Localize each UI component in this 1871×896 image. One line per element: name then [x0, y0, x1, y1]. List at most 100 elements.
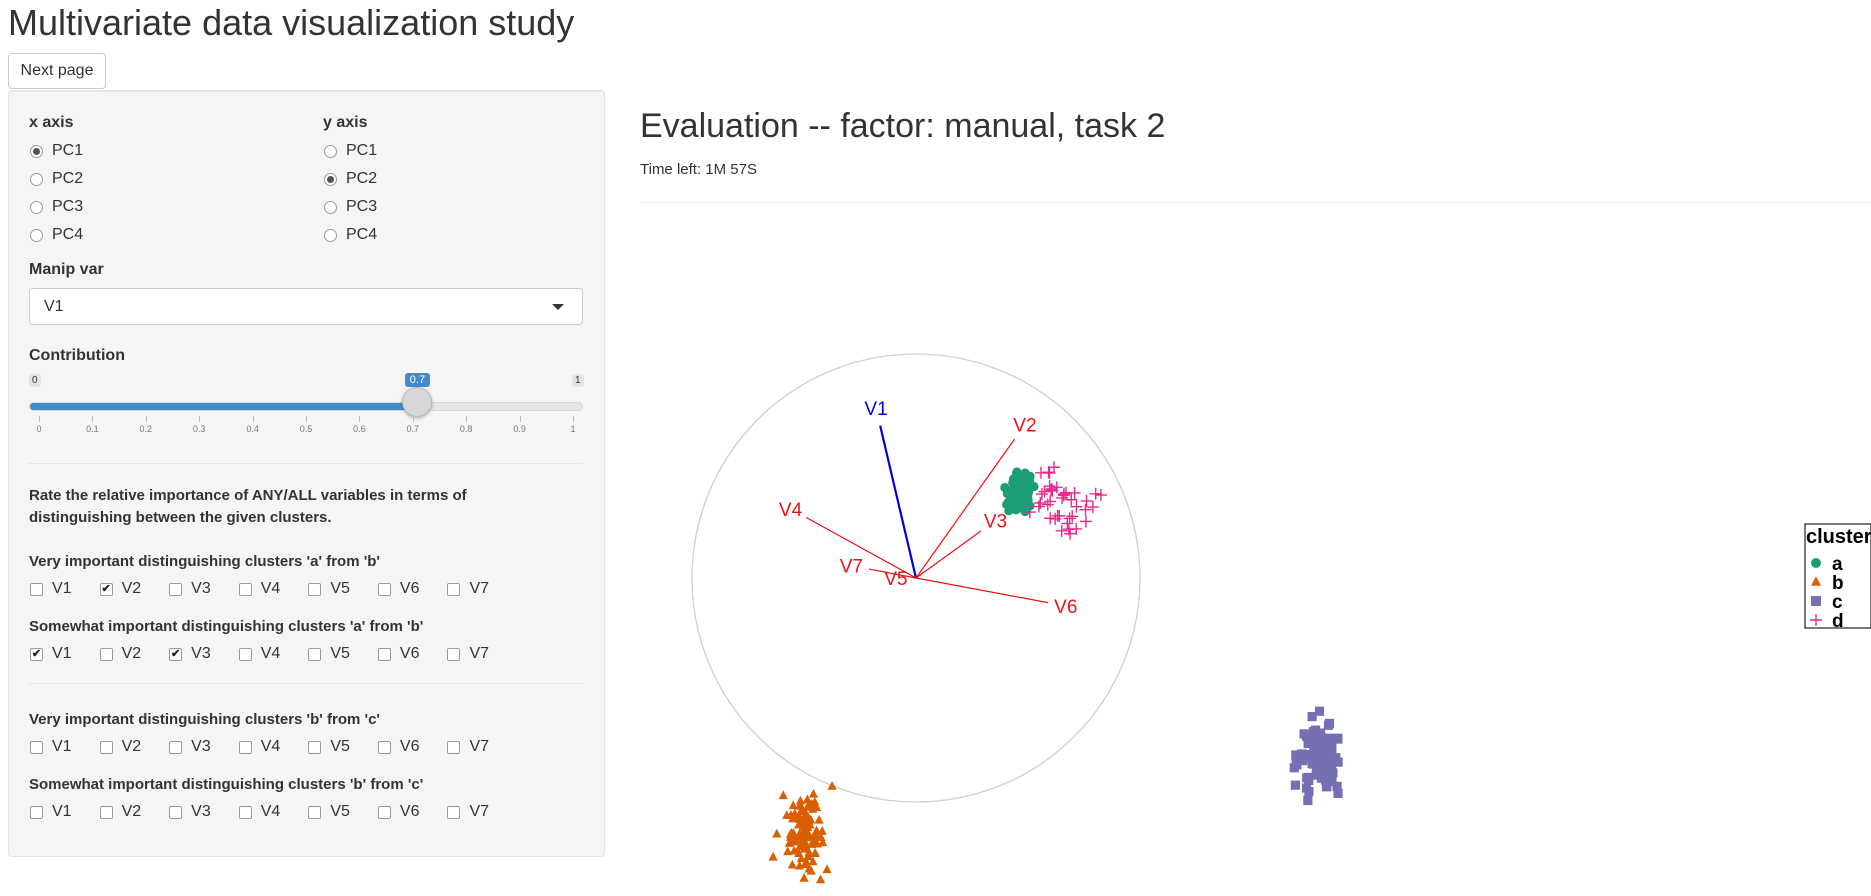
- x-axis-option-pc3[interactable]: PC3: [30, 198, 83, 216]
- checkbox-v1[interactable]: V1: [30, 803, 72, 821]
- checkbox-label: V7: [469, 738, 490, 755]
- checkbox-v3[interactable]: V3: [169, 580, 211, 598]
- slider-tick-label: 0.4: [246, 424, 259, 434]
- point-cluster-a: [1020, 468, 1030, 478]
- radio-label: PC1: [52, 142, 84, 159]
- checkbox-label: V5: [330, 580, 350, 597]
- radio-button[interactable]: [324, 144, 337, 158]
- checkbox-v6[interactable]: V6: [377, 803, 419, 821]
- point-cluster-b: [783, 846, 793, 856]
- checkbox-v2[interactable]: V2: [99, 803, 141, 821]
- checkbox[interactable]: [447, 805, 461, 819]
- checkbox-v2[interactable]: V2: [99, 645, 141, 663]
- contribution-slider-handle[interactable]: [401, 387, 432, 417]
- legend-marker-a: [1811, 558, 1821, 568]
- x-axis-option-pc1[interactable]: PC1: [30, 142, 83, 160]
- point-cluster-b: [800, 836, 810, 846]
- manip-var-select[interactable]: V1: [29, 288, 583, 325]
- checkbox[interactable]: [447, 582, 461, 596]
- point-cluster-c: [1308, 754, 1318, 764]
- x-axis-option-pc2[interactable]: PC2: [30, 170, 83, 188]
- checkbox[interactable]: [377, 647, 391, 661]
- manip-var-label: Manip var: [29, 261, 104, 278]
- checkbox[interactable]: [238, 647, 252, 661]
- checkbox[interactable]: ✔: [30, 647, 43, 661]
- checkbox-v4[interactable]: V4: [238, 738, 280, 756]
- point-cluster-d: [1023, 506, 1036, 519]
- point-cluster-d: [1034, 497, 1047, 509]
- checkbox[interactable]: [99, 805, 113, 819]
- x-axis-option-pc4[interactable]: PC4: [30, 226, 83, 244]
- checkbox-label: V3: [191, 580, 211, 597]
- checkbox-v7[interactable]: V7: [447, 580, 489, 598]
- checkbox[interactable]: [308, 647, 322, 661]
- checkbox-v1[interactable]: ✔ V1: [30, 645, 72, 663]
- checkbox[interactable]: [99, 740, 113, 754]
- y-axis-option-pc1[interactable]: PC1: [324, 142, 377, 160]
- checkbox-v1[interactable]: V1: [30, 580, 72, 598]
- radio-button[interactable]: [324, 200, 337, 214]
- checkbox[interactable]: [377, 582, 391, 596]
- checkbox[interactable]: [447, 740, 461, 754]
- legend-box: [1804, 523, 1871, 629]
- radio-button[interactable]: [30, 144, 43, 158]
- group-label: Very important distinguishing clusters '…: [29, 553, 380, 570]
- next-page-button[interactable]: Next page: [8, 53, 106, 89]
- y-axis-option-pc2[interactable]: PC2: [324, 170, 377, 188]
- radio-label: PC3: [52, 198, 84, 215]
- checkbox[interactable]: [169, 740, 183, 754]
- checkbox-v6[interactable]: V6: [377, 738, 419, 756]
- checkbox-v1[interactable]: V1: [30, 738, 72, 756]
- y-axis-option-pc4[interactable]: PC4: [324, 226, 377, 244]
- checkbox-v5[interactable]: V5: [308, 738, 350, 756]
- checkbox[interactable]: [99, 647, 113, 661]
- checkbox-v4[interactable]: V4: [238, 580, 280, 598]
- checkbox[interactable]: [308, 805, 322, 819]
- checkbox-v6[interactable]: V6: [377, 580, 419, 598]
- checkbox[interactable]: [377, 740, 391, 754]
- point-cluster-d: [1042, 466, 1055, 479]
- radio-button[interactable]: [30, 200, 43, 214]
- legend-entry-label: b: [1832, 573, 1844, 594]
- checkbox[interactable]: [30, 582, 43, 596]
- checkbox-v5[interactable]: V5: [308, 645, 350, 663]
- checkbox[interactable]: [238, 582, 252, 596]
- checkbox-v6[interactable]: V6: [377, 645, 419, 663]
- y-axis-option-pc3[interactable]: PC3: [324, 198, 377, 216]
- radio-button[interactable]: [30, 172, 43, 186]
- radio-button[interactable]: [30, 228, 43, 242]
- checkbox-v7[interactable]: V7: [447, 738, 489, 756]
- checkbox-row: V1 V2 V3 V4 V5 V6 V7: [30, 738, 517, 756]
- contribution-slider-track[interactable]: [29, 402, 583, 411]
- checkbox[interactable]: [447, 647, 461, 661]
- checkbox[interactable]: [238, 805, 252, 819]
- checkbox-v4[interactable]: V4: [238, 645, 280, 663]
- checkbox-v3[interactable]: ✔ V3: [169, 645, 211, 663]
- slider-tick: [199, 416, 201, 422]
- radio-button[interactable]: [324, 172, 337, 186]
- checkbox-v4[interactable]: V4: [238, 803, 280, 821]
- checkbox-label: V2: [121, 738, 142, 755]
- checkbox[interactable]: [169, 582, 183, 596]
- checkbox-v2[interactable]: ✔ V2: [99, 580, 141, 598]
- divider: [29, 463, 583, 464]
- checkbox[interactable]: ✔: [99, 582, 113, 596]
- checkbox-v5[interactable]: V5: [308, 803, 350, 821]
- checkbox[interactable]: [377, 805, 391, 819]
- checkbox-v7[interactable]: V7: [447, 645, 489, 663]
- point-cluster-c: [1332, 781, 1342, 791]
- checkbox-v3[interactable]: V3: [169, 738, 211, 756]
- checkbox[interactable]: [30, 740, 43, 754]
- checkbox[interactable]: [169, 805, 183, 819]
- checkbox-v3[interactable]: V3: [169, 803, 211, 821]
- checkbox[interactable]: [30, 805, 43, 819]
- point-cluster-d: [1050, 481, 1063, 494]
- radio-button[interactable]: [324, 228, 337, 242]
- checkbox[interactable]: [308, 740, 322, 754]
- checkbox[interactable]: [308, 582, 322, 596]
- checkbox[interactable]: ✔: [169, 647, 183, 661]
- checkbox[interactable]: [238, 740, 252, 754]
- checkbox-v2[interactable]: V2: [99, 738, 142, 756]
- checkbox-v5[interactable]: V5: [308, 580, 350, 598]
- checkbox-v7[interactable]: V7: [447, 803, 489, 821]
